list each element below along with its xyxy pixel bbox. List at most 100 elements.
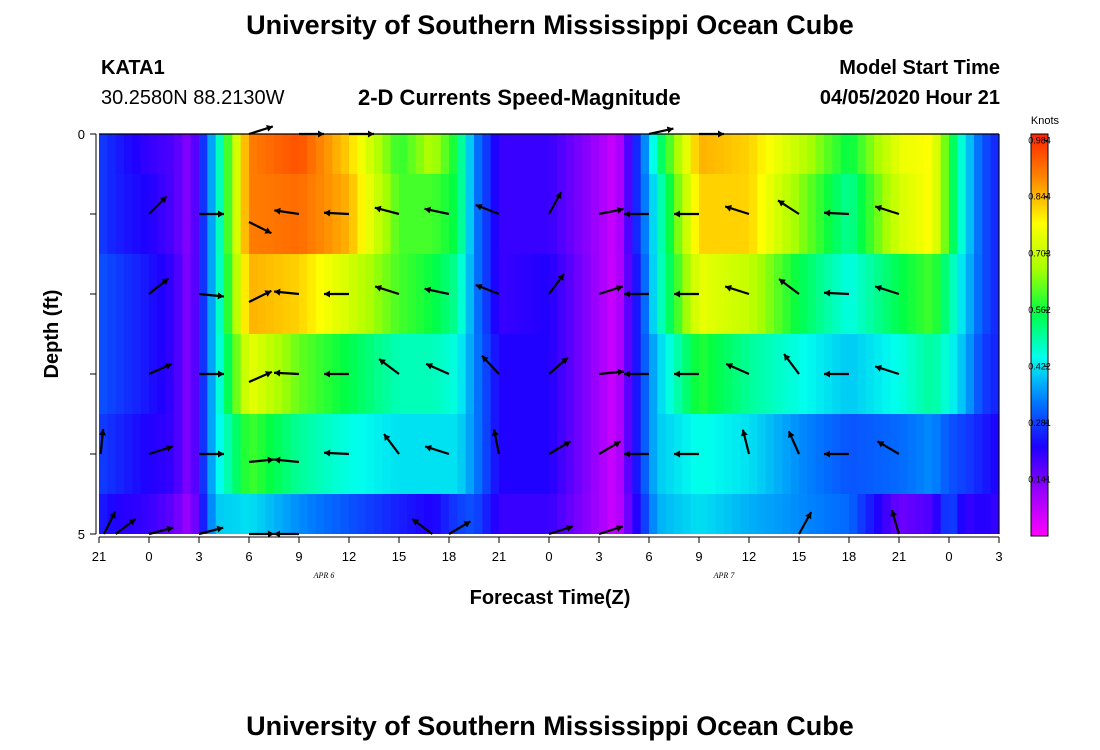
x-tick-label: 12 [342, 549, 356, 564]
heatmap-cell [966, 134, 975, 174]
heatmap-cell [449, 134, 458, 174]
heatmap-cell [299, 414, 308, 494]
heatmap-cell [157, 494, 166, 534]
heatmap-cell [382, 334, 391, 414]
heatmap-cell [241, 494, 250, 534]
heatmap-cell [474, 174, 483, 254]
colorbar-tick-label: 0.562 [1028, 305, 1051, 315]
y-tick-label: 5 [78, 527, 85, 542]
heatmap-cell [949, 134, 958, 174]
heatmap-cell [574, 414, 583, 494]
heatmap-cell [166, 334, 175, 414]
heatmap-cell [699, 494, 708, 534]
heatmap-cell [716, 254, 725, 334]
heatmap-cell [674, 134, 683, 174]
heatmap-cell [649, 254, 658, 334]
heatmap-cell [174, 414, 183, 494]
heatmap-cell [616, 134, 625, 174]
heatmap-cell [974, 414, 983, 494]
heatmap-cell [741, 494, 750, 534]
heatmap-cell [566, 334, 575, 414]
heatmap-cell [524, 494, 533, 534]
heatmap-cell [391, 494, 400, 534]
heatmap-cell [757, 174, 766, 254]
heatmap-cell [582, 134, 591, 174]
heatmap-cell [524, 254, 533, 334]
heatmap-cell [232, 494, 241, 534]
heatmap-cell [541, 494, 550, 534]
current-vector [249, 125, 273, 134]
heatmap-cell [224, 254, 233, 334]
heatmap-cell [132, 494, 141, 534]
heatmap-cell [566, 174, 575, 254]
heatmap-cell [482, 494, 491, 534]
heatmap-cell [507, 174, 516, 254]
heatmap-cell [249, 494, 258, 534]
heatmap-cell [166, 414, 175, 494]
heatmap-cell [474, 494, 483, 534]
date-label: APR 7 [713, 571, 736, 580]
heatmap-cell [457, 174, 466, 254]
heatmap-cell [649, 334, 658, 414]
heatmap-cell [766, 334, 775, 414]
heatmap-cell [432, 134, 441, 174]
x-tick-label: 15 [392, 549, 406, 564]
heatmap-cell [249, 174, 258, 254]
heatmap [99, 134, 1000, 534]
heatmap-cell [974, 334, 983, 414]
heatmap-cell [816, 254, 825, 334]
heatmap-cell [916, 254, 925, 334]
heatmap-cell [316, 494, 325, 534]
heatmap-cell [907, 134, 916, 174]
heatmap-cell [899, 414, 908, 494]
heatmap-cell [516, 254, 525, 334]
heatmap-cell [991, 334, 1000, 414]
heatmap-cell [449, 494, 458, 534]
x-tick-label: 6 [645, 549, 652, 564]
heatmap-cell [591, 414, 600, 494]
heatmap-cell [416, 334, 425, 414]
heatmap-cell [699, 334, 708, 414]
heatmap-cell [182, 254, 191, 334]
heatmap-cell [582, 494, 591, 534]
heatmap-cell [432, 174, 441, 254]
heatmap-cell [749, 414, 758, 494]
heatmap-cell [332, 494, 341, 534]
heatmap-cell [541, 174, 550, 254]
heatmap-cell [374, 134, 383, 174]
heatmap-cell [432, 414, 441, 494]
heatmap-cell [124, 254, 133, 334]
heatmap-cell [716, 334, 725, 414]
heatmap-cell [582, 414, 591, 494]
x-tick-label: 0 [145, 549, 152, 564]
heatmap-cell [641, 134, 650, 174]
heatmap-cell [232, 414, 241, 494]
heatmap-cell [757, 134, 766, 174]
heatmap-cell [341, 134, 350, 174]
heatmap-cell [366, 174, 375, 254]
heatmap-cell [932, 334, 941, 414]
heatmap-cell [432, 334, 441, 414]
heatmap-cell [107, 334, 116, 414]
heatmap-cell [966, 414, 975, 494]
heatmap-cell [449, 334, 458, 414]
heatmap-cell [574, 334, 583, 414]
heatmap-cell [924, 494, 933, 534]
heatmap-cell [207, 134, 216, 174]
heatmap-cell [791, 134, 800, 174]
colorbar-tick-label: 0.422 [1028, 361, 1051, 371]
heatmap-cell [424, 414, 433, 494]
heatmap-cell [874, 334, 883, 414]
heatmap-cell [782, 334, 791, 414]
heatmap-cell [482, 174, 491, 254]
heatmap-cell [949, 254, 958, 334]
heatmap-cell [732, 254, 741, 334]
heatmap-cell [357, 174, 366, 254]
heatmap-cell [241, 174, 250, 254]
x-tick-label: 15 [792, 549, 806, 564]
heatmap-cell [124, 414, 133, 494]
heatmap-cell [399, 174, 408, 254]
heatmap-cell [866, 494, 875, 534]
heatmap-cell [582, 254, 591, 334]
heatmap-cell [474, 334, 483, 414]
